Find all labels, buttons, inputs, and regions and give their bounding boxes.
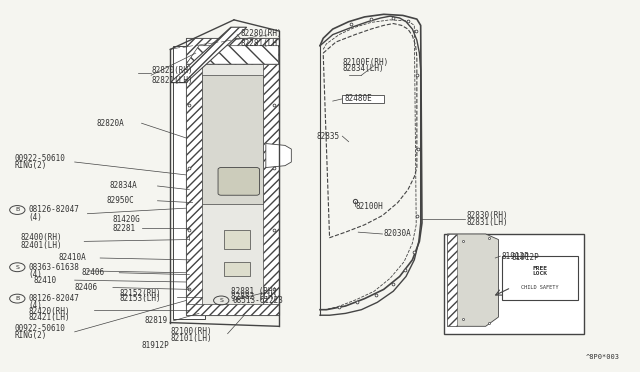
Text: 82480E: 82480E <box>344 94 372 103</box>
FancyBboxPatch shape <box>502 256 578 301</box>
Bar <box>444 234 584 334</box>
Text: 82100H: 82100H <box>355 202 383 211</box>
Text: 82820(RH)
82821(LH): 82820(RH) 82821(LH) <box>151 65 193 85</box>
Polygon shape <box>186 64 202 315</box>
Polygon shape <box>266 144 291 167</box>
Text: 81420G: 81420G <box>113 215 141 224</box>
Text: (4): (4) <box>28 270 42 279</box>
Text: 08126-82047: 08126-82047 <box>28 205 79 215</box>
Text: 82881 (RH): 82881 (RH) <box>231 287 277 296</box>
Text: 82152(RH): 82152(RH) <box>119 289 161 298</box>
Text: (4): (4) <box>28 213 42 222</box>
Polygon shape <box>202 75 262 205</box>
Text: CHILD SAFETY: CHILD SAFETY <box>521 285 559 290</box>
Text: FREE
LOCK: FREE LOCK <box>532 266 547 276</box>
Bar <box>225 262 250 276</box>
Text: 82100F(RH): 82100F(RH) <box>342 58 388 67</box>
Text: 82882 (LH): 82882 (LH) <box>231 292 277 301</box>
Text: 82153(LH): 82153(LH) <box>119 294 161 303</box>
Text: 82400(RH): 82400(RH) <box>20 233 62 242</box>
Text: 82420(RH): 82420(RH) <box>28 307 70 316</box>
Text: 00922-50610: 00922-50610 <box>14 324 65 333</box>
Text: S: S <box>220 298 223 303</box>
Text: 82406: 82406 <box>75 283 98 292</box>
Text: RING(2): RING(2) <box>14 161 47 170</box>
Text: S: S <box>15 265 19 270</box>
Text: 82100(RH): 82100(RH) <box>170 327 212 336</box>
Polygon shape <box>262 64 278 315</box>
Text: 00922-50610: 00922-50610 <box>14 154 65 163</box>
Text: 81912P: 81912P <box>502 251 529 261</box>
Polygon shape <box>447 234 499 326</box>
Polygon shape <box>186 304 278 315</box>
Text: 82830(RH): 82830(RH) <box>467 211 508 220</box>
Text: 82820A: 82820A <box>97 119 125 128</box>
Text: 82819: 82819 <box>145 316 168 325</box>
Text: RING(2): RING(2) <box>14 331 47 340</box>
Text: 82101(LH): 82101(LH) <box>170 334 212 343</box>
Text: 82280(RH)
82281(LH): 82280(RH) 82281(LH) <box>241 29 282 48</box>
Text: B: B <box>15 208 19 212</box>
Text: 08363-61638: 08363-61638 <box>28 263 79 272</box>
Text: 82406: 82406 <box>81 268 104 277</box>
Text: 81912P: 81912P <box>511 253 539 263</box>
Text: 82835: 82835 <box>317 132 340 141</box>
Bar <box>342 95 384 103</box>
Text: B: B <box>15 296 19 301</box>
Text: 82834(LH): 82834(LH) <box>342 64 384 73</box>
Polygon shape <box>170 27 246 83</box>
Text: 82030A: 82030A <box>384 230 412 238</box>
Text: 82401(LH): 82401(LH) <box>20 241 62 250</box>
Text: 82834A: 82834A <box>109 182 138 190</box>
Polygon shape <box>186 46 278 64</box>
Text: 81912P: 81912P <box>141 341 170 350</box>
Text: 08513-61223: 08513-61223 <box>233 296 284 305</box>
Text: 08126-82047: 08126-82047 <box>28 294 79 303</box>
Polygon shape <box>186 38 278 64</box>
Text: 82421(LH): 82421(LH) <box>28 313 70 322</box>
Text: ^8P0*003: ^8P0*003 <box>586 353 620 359</box>
Polygon shape <box>173 46 205 319</box>
Polygon shape <box>447 234 457 326</box>
Text: 82950C: 82950C <box>106 196 134 205</box>
Text: (4): (4) <box>28 301 42 311</box>
Text: 82831(LH): 82831(LH) <box>467 218 508 227</box>
Polygon shape <box>186 38 278 315</box>
Text: 82410A: 82410A <box>59 253 86 263</box>
FancyBboxPatch shape <box>218 167 259 195</box>
Text: 82281: 82281 <box>113 224 136 233</box>
Text: 82410: 82410 <box>33 276 56 285</box>
Bar <box>225 230 250 249</box>
